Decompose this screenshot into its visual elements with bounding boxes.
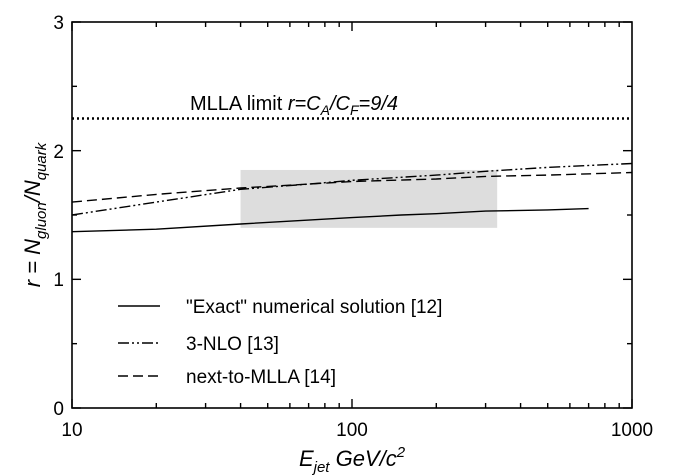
shaded-region xyxy=(240,169,498,228)
y-axis-label: r = Ngluon/Nquark xyxy=(20,141,50,287)
series-line-exact xyxy=(71,207,589,233)
y-tick-label-1: 1 xyxy=(53,270,64,291)
series-line-3nlo xyxy=(71,162,633,216)
legend-label-3nlo: 3-NLO [13] xyxy=(186,334,279,355)
x-tick-label-10: 10 xyxy=(61,420,82,441)
axis-ticks xyxy=(71,21,633,409)
y-tick-label-2: 2 xyxy=(53,142,64,163)
y-tick-label-3: 3 xyxy=(53,13,64,34)
x-tick-label-1000: 1000 xyxy=(611,420,653,441)
legend: "Exact" numerical solution [12] 3-NLO [1… xyxy=(118,297,442,388)
y-tick-label-0: 0 xyxy=(53,399,64,420)
legend-label-exact: "Exact" numerical solution [12] xyxy=(186,297,442,318)
x-axis-label: Ejet GeV/c2 xyxy=(299,444,406,475)
mlla-limit-label: MLLA limit r=CA/CF=9/4 xyxy=(190,93,398,118)
legend-label-next-to-mlla: next-to-MLLA [14] xyxy=(186,367,336,388)
series-line-next-to-mlla xyxy=(71,171,633,203)
x-tick-label-100: 100 xyxy=(336,420,368,441)
